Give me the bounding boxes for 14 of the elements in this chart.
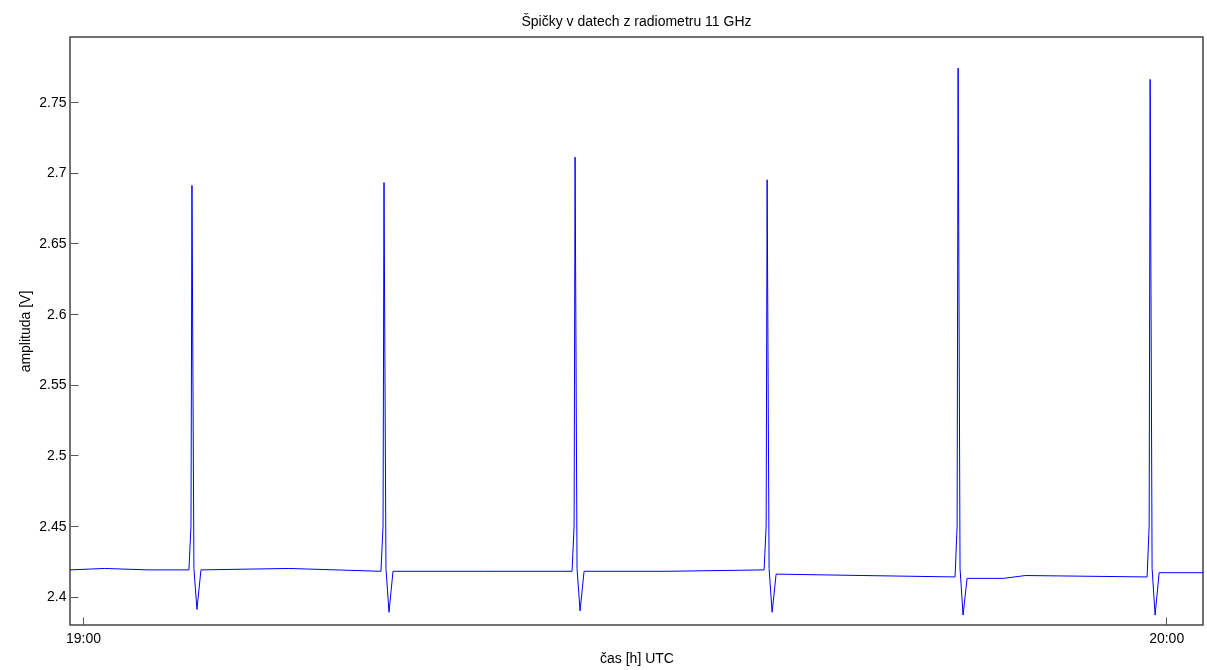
y-tick-label: 2.6 (47, 305, 67, 322)
y-tick-label: 2.7 (47, 164, 67, 181)
y-tick-label: 2.55 (39, 376, 67, 393)
x-axis-title: čas [h] UTC (600, 649, 674, 666)
y-tick-label: 2.4 (47, 588, 67, 605)
y-tick-label: 2.5 (47, 446, 67, 463)
y-tick-label: 2.45 (39, 517, 67, 534)
x-tick-label: 19:00 (65, 629, 102, 646)
y-tick-label: 2.75 (39, 93, 67, 110)
y-tick-label: 2.65 (39, 234, 67, 251)
chart-title: Špičky v datech z radiometru 11 GHz (521, 13, 752, 29)
y-axis-title: amplituda [V] (17, 290, 34, 373)
line-series (69, 67, 1204, 616)
x-tick-label: 20:00 (1149, 629, 1185, 646)
